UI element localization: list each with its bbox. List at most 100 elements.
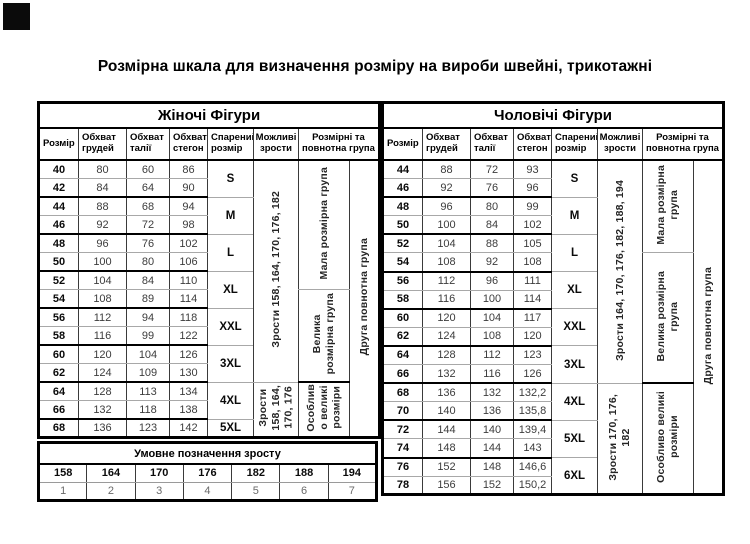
fullness-group-cell: Друга повнотна група xyxy=(692,160,724,496)
legend-height-cell: 182 xyxy=(231,464,280,483)
size-cell: 68 xyxy=(38,419,79,438)
size-group-cell: Особливо великі розміри xyxy=(642,383,694,496)
size-cell: 68 xyxy=(382,383,423,403)
chest-cell: 152 xyxy=(422,457,471,477)
table-row: 52 104 88 105 L xyxy=(382,234,724,273)
table-row: 40 80 60 86 S Зрости 158, 164, 170, 176, 182 М… xyxy=(38,160,380,438)
chest-cell: 148 xyxy=(422,438,471,459)
waist-cell: 152 xyxy=(470,476,514,496)
table-row: 46 92 76 96 xyxy=(382,178,724,199)
size-group-cell: Велика розмірна група xyxy=(642,252,694,385)
hip-cell: 130 xyxy=(169,363,208,383)
size-group-cell-text: Мала розмірна група xyxy=(655,165,680,246)
size-cell: 40 xyxy=(38,160,79,179)
table-row: 42 84 64 90 xyxy=(38,178,380,198)
size-cell: 66 xyxy=(38,400,79,420)
column-header: Розмірні та повнотна група xyxy=(298,128,380,161)
paired-size-cell: M xyxy=(207,197,254,235)
chest-cell: 92 xyxy=(78,215,127,235)
possible-heights-cell: Зрости 158, 164, 170, 176 xyxy=(253,382,299,438)
table-row: 44 88 68 94 M xyxy=(38,197,380,235)
legend-code-cell: 1 xyxy=(37,482,87,501)
size-cell: 60 xyxy=(382,308,423,328)
table-row: 66 132 116 126 xyxy=(382,364,724,385)
paired-size-cell: 4XL xyxy=(551,383,598,421)
table-row: 48 96 76 102 L xyxy=(38,234,380,272)
legend-height-cell: 194 xyxy=(327,464,377,483)
chest-cell: 96 xyxy=(422,197,471,217)
chest-cell: 96 xyxy=(78,234,127,253)
waist-cell: 123 xyxy=(126,419,170,438)
size-cell: 64 xyxy=(38,382,79,401)
waist-cell: 84 xyxy=(126,271,170,290)
hip-cell: 111 xyxy=(513,271,552,291)
hip-cell: 134 xyxy=(169,382,208,401)
possible-heights-cell-text: Зрости 158, 164, 170, 176, 182 xyxy=(269,191,282,349)
legend-code-cell: 7 xyxy=(327,482,377,501)
chest-cell: 144 xyxy=(422,420,471,440)
table-title-row: Жіночі Фігури xyxy=(38,102,380,129)
hip-cell: 96 xyxy=(513,178,552,199)
chest-cell: 156 xyxy=(422,476,471,496)
waist-cell: 113 xyxy=(126,382,170,401)
possible-heights-cell: Зрости 158, 164, 170, 176, 182 xyxy=(253,160,299,383)
waist-cell: 80 xyxy=(470,197,514,217)
waist-cell: 72 xyxy=(126,215,170,235)
hip-cell: 118 xyxy=(169,308,208,327)
corner-mark xyxy=(3,3,30,30)
chest-cell: 92 xyxy=(422,178,471,199)
paired-size-cell: 3XL xyxy=(207,345,254,383)
chest-cell: 120 xyxy=(78,345,127,364)
size-group-cell: Особлив о великі розміри xyxy=(298,382,350,438)
size-cell: 56 xyxy=(38,308,79,327)
size-cell: 70 xyxy=(382,401,423,422)
table-row: 50 100 84 102 xyxy=(382,215,724,236)
chest-cell: 116 xyxy=(78,326,127,346)
column-header: Обхват талії xyxy=(126,128,170,161)
waist-cell: 116 xyxy=(470,364,514,385)
paired-size-cell: XL xyxy=(551,271,598,310)
paired-size-cell: 5XL xyxy=(207,419,254,438)
chest-cell: 88 xyxy=(422,160,471,180)
waist-cell: 92 xyxy=(470,252,514,273)
hip-cell: 135,8 xyxy=(513,401,552,422)
fullness-group-cell-text: Друга повнотна група xyxy=(357,238,370,356)
hip-cell: 102 xyxy=(169,234,208,253)
waist-cell: 118 xyxy=(126,400,170,420)
waist-cell: 84 xyxy=(470,215,514,236)
table-row: 58 116 100 114 xyxy=(382,290,724,310)
column-header: Розмір xyxy=(382,128,423,161)
table-title: Чоловічі Фігури xyxy=(381,102,724,129)
chest-cell: 100 xyxy=(422,215,471,236)
chest-cell: 124 xyxy=(422,327,471,347)
paired-size-cell: 3XL xyxy=(551,345,598,384)
waist-cell: 76 xyxy=(126,234,170,253)
table-row: 76 152 148 146,6 6XL xyxy=(382,457,724,496)
waist-cell: 132 xyxy=(470,383,514,403)
legend-height-cell: 176 xyxy=(182,464,232,483)
hip-cell: 117 xyxy=(513,308,552,328)
hip-cell: 146,6 xyxy=(513,457,552,477)
hip-cell: 126 xyxy=(513,364,552,385)
waist-cell: 88 xyxy=(470,234,514,254)
waist-cell: 108 xyxy=(470,327,514,347)
waist-cell: 99 xyxy=(126,326,170,346)
size-cell: 46 xyxy=(38,215,79,235)
legend-code-cell: 4 xyxy=(182,482,232,501)
waist-cell: 64 xyxy=(126,178,170,198)
chest-cell: 140 xyxy=(422,401,471,422)
legend-height-cell: 188 xyxy=(279,464,329,483)
table-row: 70 140 136 135,8 xyxy=(382,401,724,422)
women-figures-table: Жіночі Фігури Розмір Обхват грудей Обхват т… xyxy=(37,101,381,439)
size-cell: 54 xyxy=(382,252,423,273)
paired-size-cell: 4XL xyxy=(207,382,254,420)
possible-heights-cell: Зрости 170, 176, 182 xyxy=(597,383,643,496)
legend-code-cell: 6 xyxy=(279,482,329,501)
column-header: Обхват грудей xyxy=(78,128,127,161)
chest-cell: 128 xyxy=(78,382,127,401)
chest-cell: 132 xyxy=(78,400,127,420)
waist-cell: 72 xyxy=(470,160,514,180)
waist-cell: 104 xyxy=(470,308,514,328)
size-group-cell-text: Велика розмірна група xyxy=(311,293,336,375)
size-cell: 50 xyxy=(38,252,79,272)
